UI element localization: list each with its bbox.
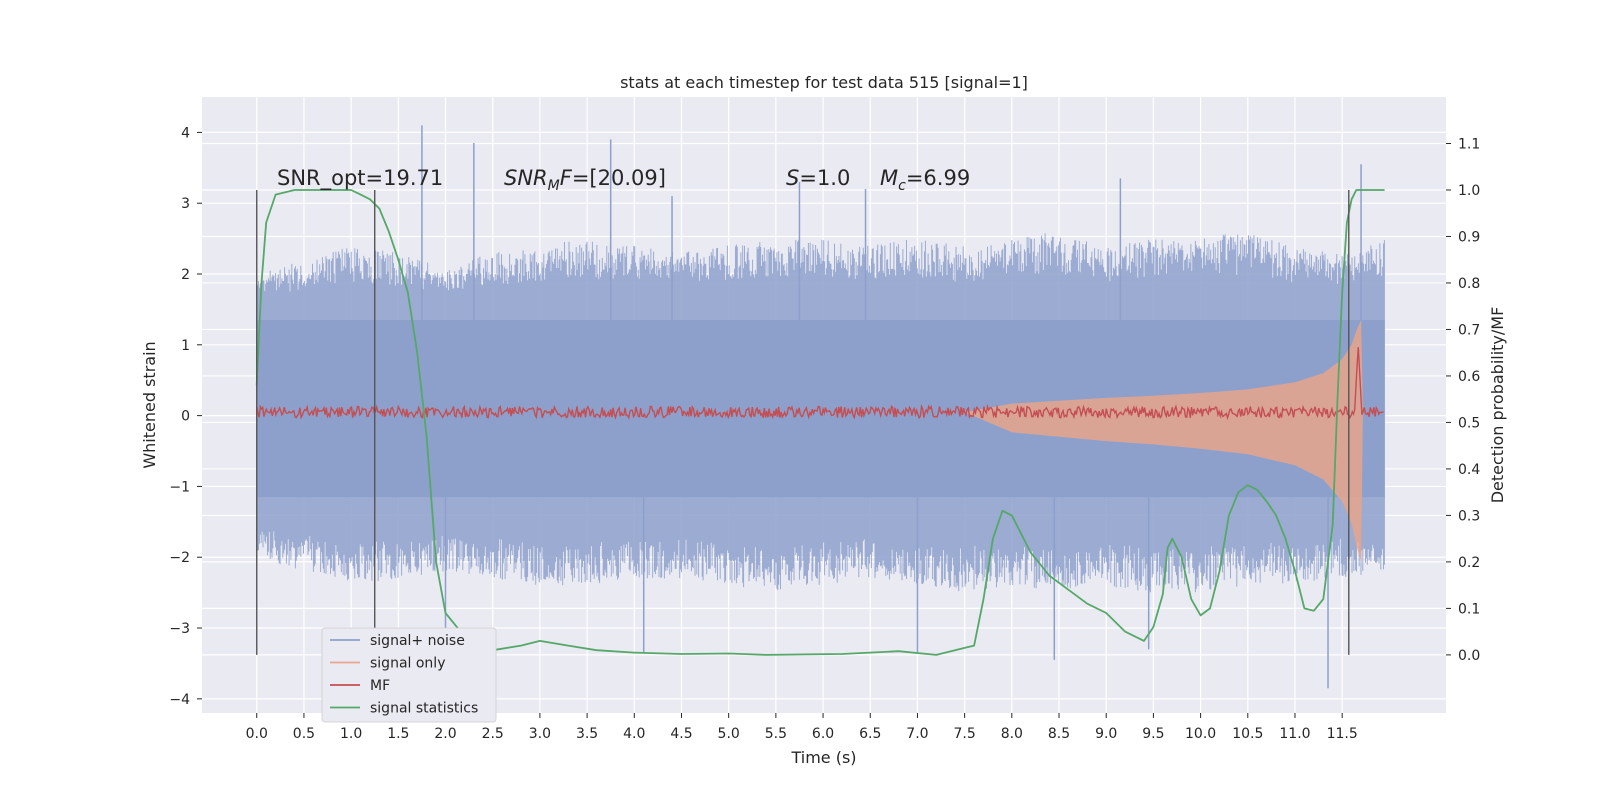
legend: signal+ noise signal only MF signal statist… bbox=[321, 627, 497, 723]
chart-title: stats at each timestep for test data 515… bbox=[620, 73, 1028, 92]
x-tick-label: 5.0 bbox=[718, 726, 740, 742]
y2-tick-label: 0.4 bbox=[1458, 462, 1480, 478]
signal-statistics-trace bbox=[255, 189, 1385, 656]
y2-tick-label: 0.8 bbox=[1458, 276, 1480, 292]
y2-tick-label: 1.1 bbox=[1458, 136, 1480, 152]
x-tick-label: 0.5 bbox=[293, 726, 315, 742]
series-layer bbox=[255, 125, 1385, 689]
legend-label: signal+ noise bbox=[370, 633, 465, 649]
y-tick-label: 1 bbox=[181, 338, 190, 354]
legend-label: signal statistics bbox=[370, 701, 478, 717]
y2-tick-label: 1.0 bbox=[1458, 183, 1480, 199]
y-tick-label: −3 bbox=[169, 621, 190, 637]
mf-trace bbox=[256, 347, 1384, 421]
annotation-snr-opt: SNR_opt=19.71 bbox=[277, 166, 443, 191]
x-tick-label: 11.5 bbox=[1327, 726, 1358, 742]
legend-box bbox=[321, 627, 497, 723]
y-tick-label: −2 bbox=[169, 550, 190, 566]
x-tick-label: 9.0 bbox=[1095, 726, 1117, 742]
x-tick-label: 4.0 bbox=[623, 726, 645, 742]
x-axis-label: Time (s) bbox=[790, 748, 856, 767]
y-tick-label: −4 bbox=[169, 692, 190, 708]
annotation-s: S=1.0 bbox=[786, 166, 850, 190]
x-tick-label: 3.5 bbox=[576, 726, 598, 742]
x-tick-label: 0.0 bbox=[246, 726, 268, 742]
x-tick-label: 4.5 bbox=[670, 726, 692, 742]
x-tick-label: 8.5 bbox=[1048, 726, 1070, 742]
y-tick-label: −1 bbox=[169, 479, 190, 495]
x-tick-label: 7.0 bbox=[906, 726, 928, 742]
annotation-mc: Mc=6.99 bbox=[880, 166, 970, 194]
x-tick-label: 2.0 bbox=[434, 726, 456, 742]
x-tick-label: 8.0 bbox=[1001, 726, 1023, 742]
y2-tick-label: 0.9 bbox=[1458, 229, 1480, 245]
y2-tick-label: 0.5 bbox=[1458, 415, 1480, 431]
y2-tick-label: 0.7 bbox=[1458, 322, 1480, 338]
y2-tick-label: 0.3 bbox=[1458, 508, 1480, 524]
x-tick-label: 1.5 bbox=[387, 726, 409, 742]
tick-labels: 0.0 0.5 1.0 1.5 2.0 2.5 3.0 3.5 4.0 4.5 5.0 5.5 6.0 6… bbox=[169, 125, 1480, 742]
y-tick-label: 0 bbox=[181, 409, 190, 425]
legend-label: signal only bbox=[370, 656, 445, 672]
annotations: SNR_opt=19.71 SNRMF=[20.09] S=1.0 Mc=6.9… bbox=[277, 166, 970, 194]
y2-tick-label: 0.0 bbox=[1458, 648, 1480, 664]
y-axis-label: Whitened strain bbox=[140, 341, 159, 468]
legend-label: MF bbox=[370, 678, 390, 694]
y2-tick-label: 0.1 bbox=[1458, 601, 1480, 617]
x-tick-label: 6.0 bbox=[812, 726, 834, 742]
y2-axis-label: Detection probability/MF bbox=[1488, 307, 1507, 504]
vertical-markers bbox=[256, 189, 1350, 655]
x-tick-label: 2.5 bbox=[482, 726, 504, 742]
x-tick-label: 10.0 bbox=[1185, 726, 1216, 742]
x-tick-label: 1.0 bbox=[340, 726, 362, 742]
signal-only-trace bbox=[964, 320, 1363, 562]
y-tick-label: 4 bbox=[181, 125, 190, 141]
y-tick-label: 3 bbox=[181, 196, 190, 212]
x-tick-label: 7.5 bbox=[954, 726, 976, 742]
x-tick-label: 5.5 bbox=[765, 726, 787, 742]
x-tick-label: 6.5 bbox=[859, 726, 881, 742]
x-tick-label: 9.5 bbox=[1142, 726, 1164, 742]
y-tick-label: 2 bbox=[181, 267, 190, 283]
x-tick-label: 11.0 bbox=[1279, 726, 1310, 742]
y2-tick-label: 0.2 bbox=[1458, 555, 1480, 571]
annotation-snr-mf: SNRMF=[20.09] bbox=[504, 166, 666, 194]
x-tick-label: 10.5 bbox=[1232, 726, 1263, 742]
y2-tick-label: 0.6 bbox=[1458, 369, 1480, 385]
x-tick-label: 3.0 bbox=[529, 726, 551, 742]
